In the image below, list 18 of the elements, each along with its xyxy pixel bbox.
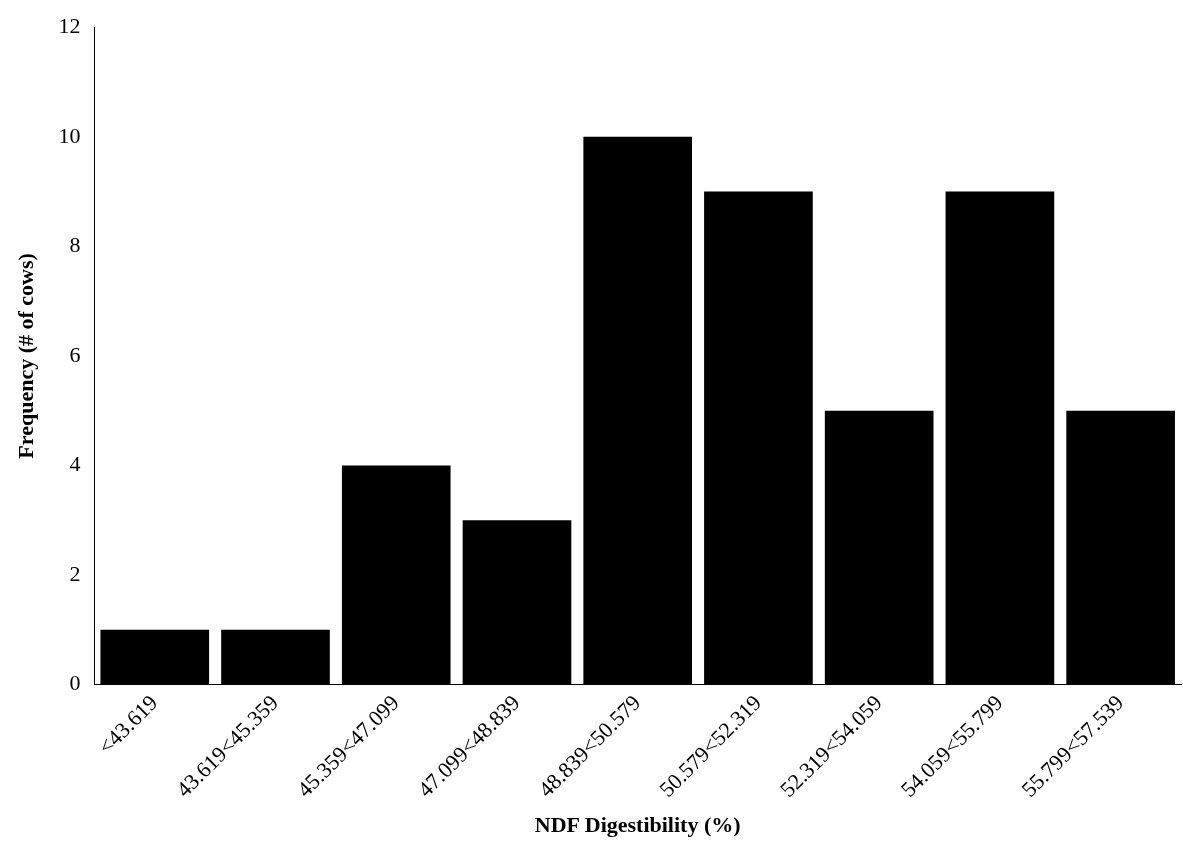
y-tick-label: 10 [58,122,81,148]
bar [583,136,693,685]
y-tick-label: 0 [69,670,81,696]
y-tick-label: 8 [69,232,81,258]
bar [100,629,210,685]
bar [704,191,813,685]
y-tick-label: 2 [69,560,81,586]
bar [1066,410,1175,685]
bar [462,520,572,685]
bar [945,191,1055,685]
bar [824,410,934,685]
y-tick-label: 12 [58,12,81,38]
bar [221,629,330,685]
y-tick-label: 4 [69,451,81,477]
bar [341,465,451,685]
y-axis-title: Frequency (# of cows) [12,253,38,459]
y-tick-label: 6 [69,341,81,367]
x-axis-title: NDF Digestibility (%) [534,812,741,838]
